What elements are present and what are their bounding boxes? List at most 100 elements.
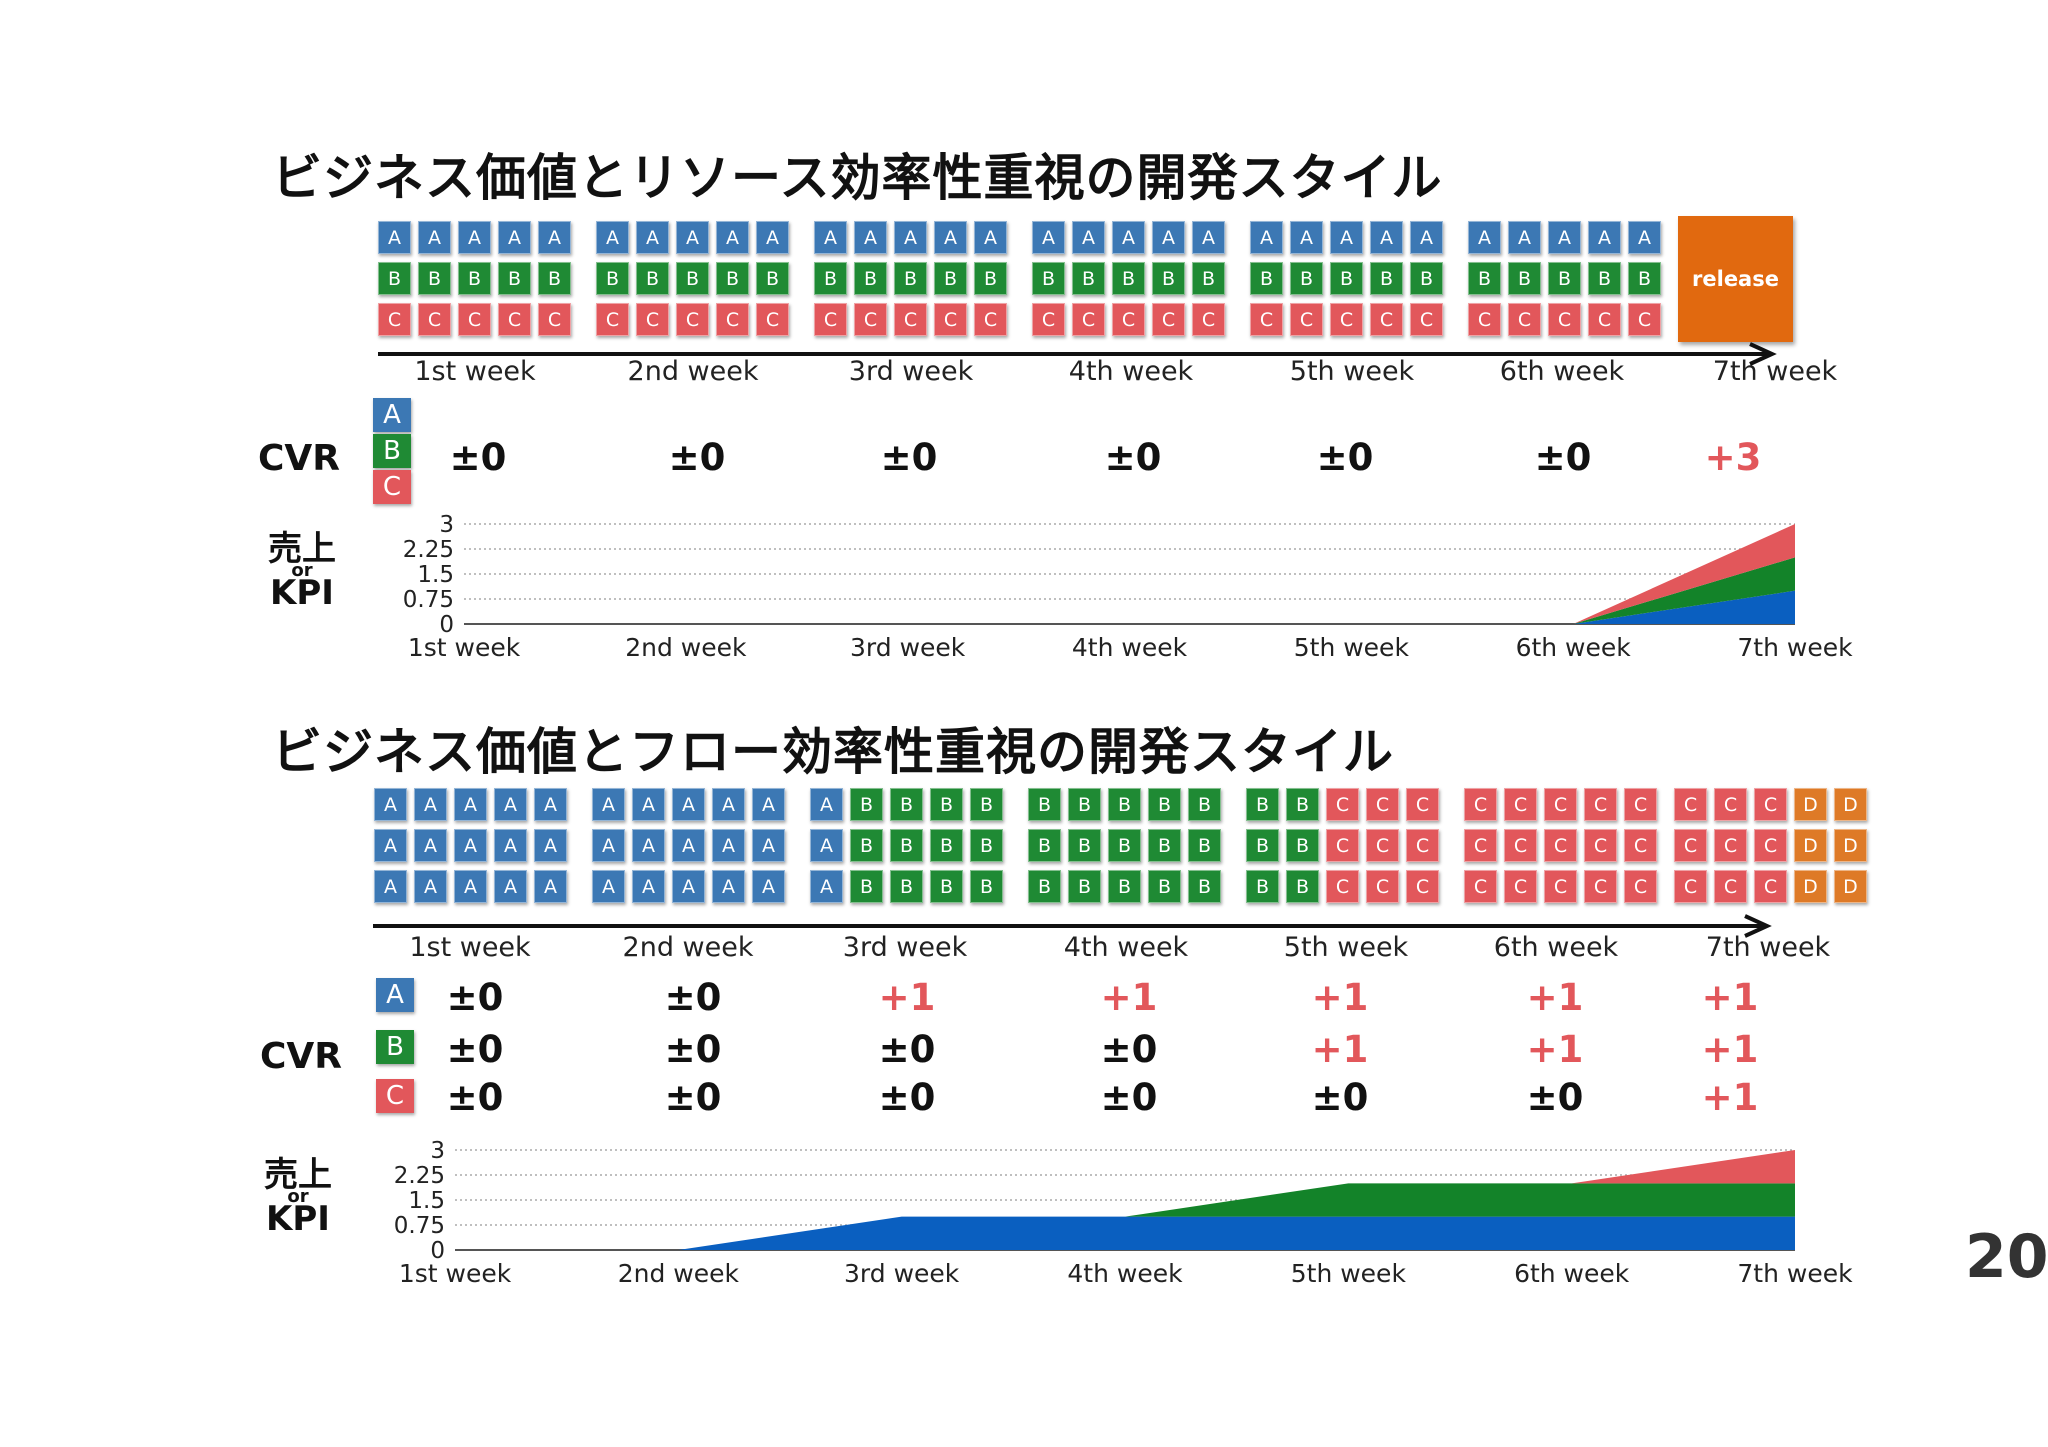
task-a: A <box>1032 221 1065 254</box>
y-tick-label: 2.25 <box>394 1163 445 1189</box>
task-a: A <box>712 829 745 862</box>
task-b: B <box>930 870 963 903</box>
kpi-label-line2: or <box>291 560 313 581</box>
task-b: B <box>1588 262 1621 295</box>
x-tick-label: 4th week <box>1072 633 1188 662</box>
cvr-value-c: ±0 <box>446 1076 504 1119</box>
cvr-value-b: ±0 <box>664 1028 722 1071</box>
task-c: C <box>1290 303 1323 336</box>
cvr-value: ±0 <box>1534 436 1592 479</box>
kpi-label-line3: KPI <box>266 1199 330 1239</box>
task-a: A <box>1290 221 1323 254</box>
week-label: 7th week <box>1712 356 1838 387</box>
task-a: A <box>1468 221 1501 254</box>
cvr-value-b: +1 <box>1701 1028 1759 1071</box>
task-b: B <box>1468 262 1501 295</box>
task-c: C <box>1548 303 1581 336</box>
task-c: C <box>934 303 967 336</box>
task-a: A <box>632 788 665 821</box>
task-b: B <box>1068 788 1101 821</box>
task-b: B <box>890 788 923 821</box>
week-label: 2nd week <box>622 932 754 963</box>
cvr-value-c: ±0 <box>1526 1076 1584 1119</box>
task-a: A <box>454 829 487 862</box>
task-b: B <box>1286 788 1319 821</box>
task-a: A <box>454 788 487 821</box>
task-c: C <box>636 303 669 336</box>
task-d: D <box>1794 788 1827 821</box>
task-c: C <box>854 303 887 336</box>
y-tick-label: 0.75 <box>403 587 454 613</box>
cvr-value-a: ±0 <box>446 976 504 1019</box>
task-d: D <box>1794 870 1827 903</box>
task-b: B <box>850 829 883 862</box>
task-a: A <box>534 829 567 862</box>
task-c: C <box>1464 829 1497 862</box>
area-series-b <box>455 1183 1795 1250</box>
task-c: C <box>1406 870 1439 903</box>
task-a: A <box>894 221 927 254</box>
y-tick-label: 0 <box>439 612 454 638</box>
task-b: B <box>1330 262 1363 295</box>
task-b: B <box>1628 262 1661 295</box>
task-a: A <box>752 788 785 821</box>
task-b: B <box>1148 788 1181 821</box>
task-b: B <box>756 262 789 295</box>
y-tick-label: 0.75 <box>394 1213 445 1239</box>
task-c: C <box>1544 829 1577 862</box>
task-c: C <box>1330 303 1363 336</box>
task-b: B <box>1032 262 1065 295</box>
task-c: C <box>596 303 629 336</box>
task-b: B <box>1548 262 1581 295</box>
task-b: B <box>1246 788 1279 821</box>
task-b: B <box>1068 829 1101 862</box>
x-tick-label: 3rd week <box>850 633 966 662</box>
task-b: B <box>378 262 411 295</box>
x-tick-label: 6th week <box>1516 633 1632 662</box>
task-b: B <box>894 262 927 295</box>
task-b: B <box>1370 262 1403 295</box>
cvr-value: +3 <box>1704 436 1762 479</box>
task-a: A <box>592 870 625 903</box>
task-b: B <box>458 262 491 295</box>
task-b: B <box>930 788 963 821</box>
task-b: B <box>676 262 709 295</box>
area-series-a <box>455 1216 1795 1250</box>
week-label: 5th week <box>1283 932 1409 963</box>
cvr-value-a: +1 <box>1100 976 1158 1019</box>
cvr-value-c: ±0 <box>878 1076 936 1119</box>
cvr-value-b: ±0 <box>878 1028 936 1071</box>
week-label: 3rd week <box>842 932 968 963</box>
task-a: A <box>1508 221 1541 254</box>
week-label: 4th week <box>1068 356 1194 387</box>
section2-title: ビジネス価値とフロー効率性重視の開発スタイル <box>272 723 1394 781</box>
cvr-value-c: +1 <box>1701 1076 1759 1119</box>
legend-b: B <box>373 434 411 468</box>
task-a: A <box>1588 221 1621 254</box>
y-tick-label: 1.5 <box>417 562 454 588</box>
task-a: A <box>494 870 527 903</box>
task-b: B <box>934 262 967 295</box>
section1-timeline-arrow <box>378 342 1777 366</box>
task-b: B <box>890 870 923 903</box>
task-c: C <box>1468 303 1501 336</box>
task-c: C <box>1072 303 1105 336</box>
release-block: release <box>1678 216 1793 342</box>
task-a: A <box>1152 221 1185 254</box>
task-b: B <box>850 788 883 821</box>
task-a: A <box>672 788 705 821</box>
task-b: B <box>1250 262 1283 295</box>
task-a: A <box>494 829 527 862</box>
task-a: A <box>414 829 447 862</box>
task-a: A <box>752 829 785 862</box>
page-number: 20 <box>1965 1222 2048 1292</box>
